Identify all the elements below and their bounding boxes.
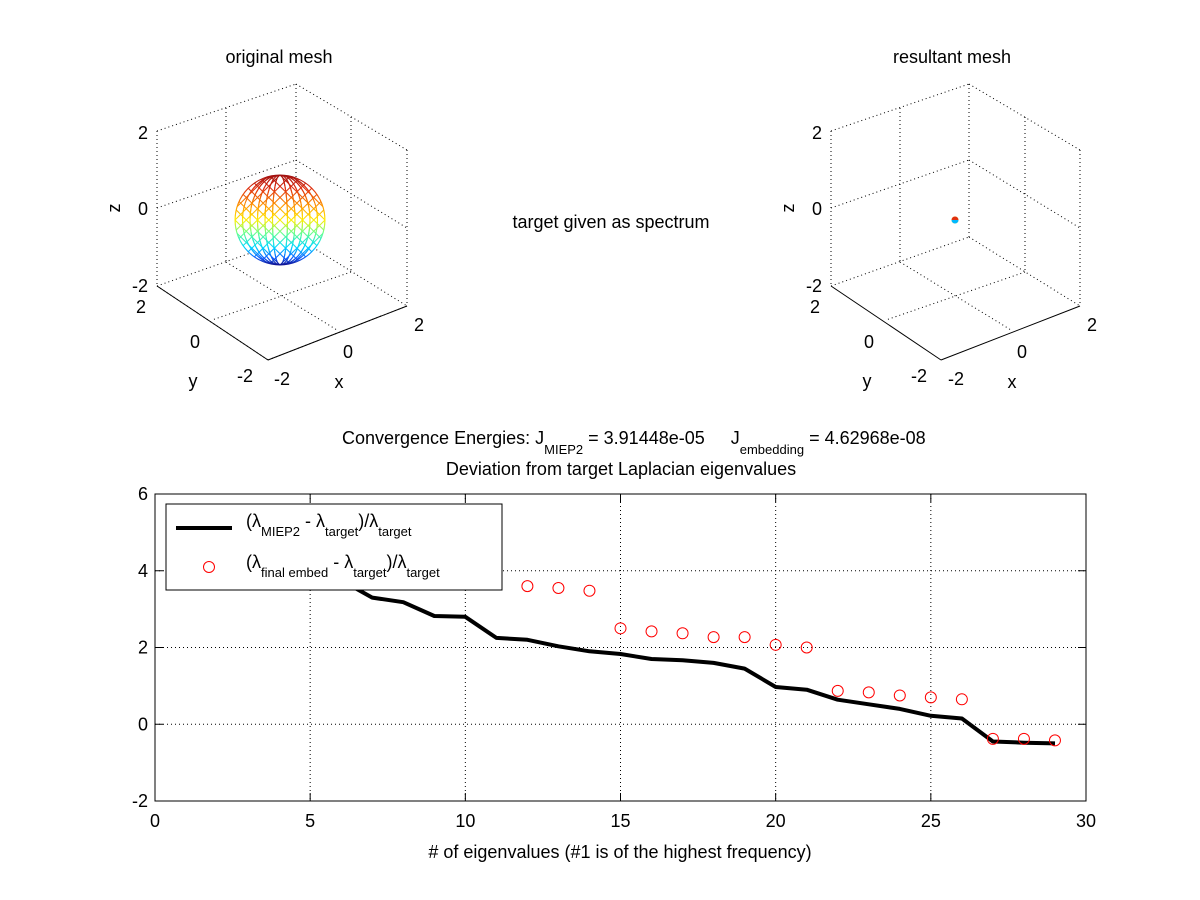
data-point-marker bbox=[831, 684, 844, 697]
x-axis-label: x bbox=[1008, 372, 1017, 392]
tick-marks bbox=[154, 493, 1087, 802]
resultant-mesh-axes: resultant mesh 2 0 -2 z 2 0 -2 y -2 bbox=[778, 47, 1097, 392]
legend-marker-swatch bbox=[203, 561, 215, 573]
data-point-marker bbox=[707, 631, 720, 644]
original-mesh-title: original mesh bbox=[225, 47, 332, 67]
target-spectrum-text: target given as spectrum bbox=[512, 212, 709, 232]
data-point-marker bbox=[862, 686, 875, 699]
y-tick-top: 2 bbox=[810, 297, 820, 317]
data-point-marker bbox=[1017, 732, 1030, 745]
data-point-marker bbox=[1048, 734, 1061, 747]
x-tick-mid: 0 bbox=[343, 342, 353, 362]
z-tick-mid: 0 bbox=[138, 199, 148, 219]
x-tick-right: 2 bbox=[1087, 315, 1097, 335]
y-tick-mid: 0 bbox=[190, 332, 200, 352]
z-tick-bottom: -2 bbox=[806, 276, 822, 296]
data-point-marker bbox=[955, 693, 968, 706]
z-axis-label: z bbox=[778, 204, 798, 213]
x-tick-label: 30 bbox=[1076, 811, 1096, 831]
z-tick-top: 2 bbox=[138, 123, 148, 143]
sphere-mesh bbox=[234, 174, 326, 266]
final-embed-series-markers bbox=[521, 580, 1061, 747]
legend-label-final-embed: (λfinal embed - λtarget)/λtarget bbox=[246, 552, 440, 580]
data-point-marker bbox=[893, 689, 906, 702]
data-point-marker bbox=[800, 641, 813, 654]
data-point-marker bbox=[676, 627, 689, 640]
z-axis-label: z bbox=[104, 204, 124, 213]
x-tick-mid: 0 bbox=[1017, 342, 1027, 362]
resultant-mesh-title: resultant mesh bbox=[893, 47, 1011, 67]
data-point-marker bbox=[924, 691, 937, 704]
data-point-marker bbox=[521, 580, 534, 593]
legend-label-miep2: (λMIEP2 - λtarget)/λtarget bbox=[246, 511, 412, 539]
y-tick-label: 0 bbox=[138, 714, 148, 734]
x-tick-left: -2 bbox=[274, 369, 290, 389]
x-tick-label: 15 bbox=[610, 811, 630, 831]
x-tick-label: 25 bbox=[921, 811, 941, 831]
legend: (λMIEP2 - λtarget)/λtarget (λfinal embed… bbox=[165, 503, 503, 591]
data-point-marker bbox=[552, 582, 565, 595]
z-tick-mid: 0 bbox=[812, 199, 822, 219]
y-tick-label: 4 bbox=[138, 561, 148, 581]
x-tick-label: 0 bbox=[150, 811, 160, 831]
x-tick-label: 5 bbox=[305, 811, 315, 831]
x-axis-label: # of eigenvalues (#1 is of the highest f… bbox=[428, 842, 811, 862]
data-point-marker bbox=[769, 638, 782, 651]
y-tick-mid: 0 bbox=[864, 332, 874, 352]
z-tick-bottom: -2 bbox=[132, 276, 148, 296]
data-point-marker bbox=[583, 584, 596, 597]
tiny-mesh bbox=[951, 216, 959, 224]
x-tick-left: -2 bbox=[948, 369, 964, 389]
z-tick-top: 2 bbox=[812, 123, 822, 143]
chart-title: Deviation from target Laplacian eigenval… bbox=[446, 459, 796, 479]
data-point-marker bbox=[645, 625, 658, 638]
y-axis-label: y bbox=[863, 371, 872, 391]
y-axis-label: y bbox=[189, 371, 198, 391]
y-tick-bottom: -2 bbox=[911, 366, 927, 386]
data-point-marker bbox=[986, 732, 999, 745]
y-tick-label: 2 bbox=[138, 638, 148, 658]
x-tick-label: 10 bbox=[455, 811, 475, 831]
convergence-energies: Convergence Energies: JMIEP2 = 3.91448e-… bbox=[342, 428, 926, 457]
miep2-series-line bbox=[340, 578, 1056, 746]
x-tick-right: 2 bbox=[414, 315, 424, 335]
data-point-marker bbox=[614, 622, 627, 635]
y-tick-labels: -2 0 2 4 6 bbox=[132, 484, 148, 811]
original-mesh-axes: original mesh 2 0 -2 z 2 bbox=[104, 47, 424, 392]
legend-box bbox=[165, 503, 503, 591]
x-axis-label: x bbox=[335, 372, 344, 392]
y-tick-top: 2 bbox=[136, 297, 146, 317]
y-tick-bottom: -2 bbox=[237, 366, 253, 386]
x-tick-labels: 0 5 10 15 20 25 30 bbox=[150, 811, 1096, 831]
y-tick-label: 6 bbox=[138, 484, 148, 504]
y-tick-label: -2 bbox=[132, 791, 148, 811]
x-tick-label: 20 bbox=[766, 811, 786, 831]
data-point-marker bbox=[738, 631, 751, 644]
